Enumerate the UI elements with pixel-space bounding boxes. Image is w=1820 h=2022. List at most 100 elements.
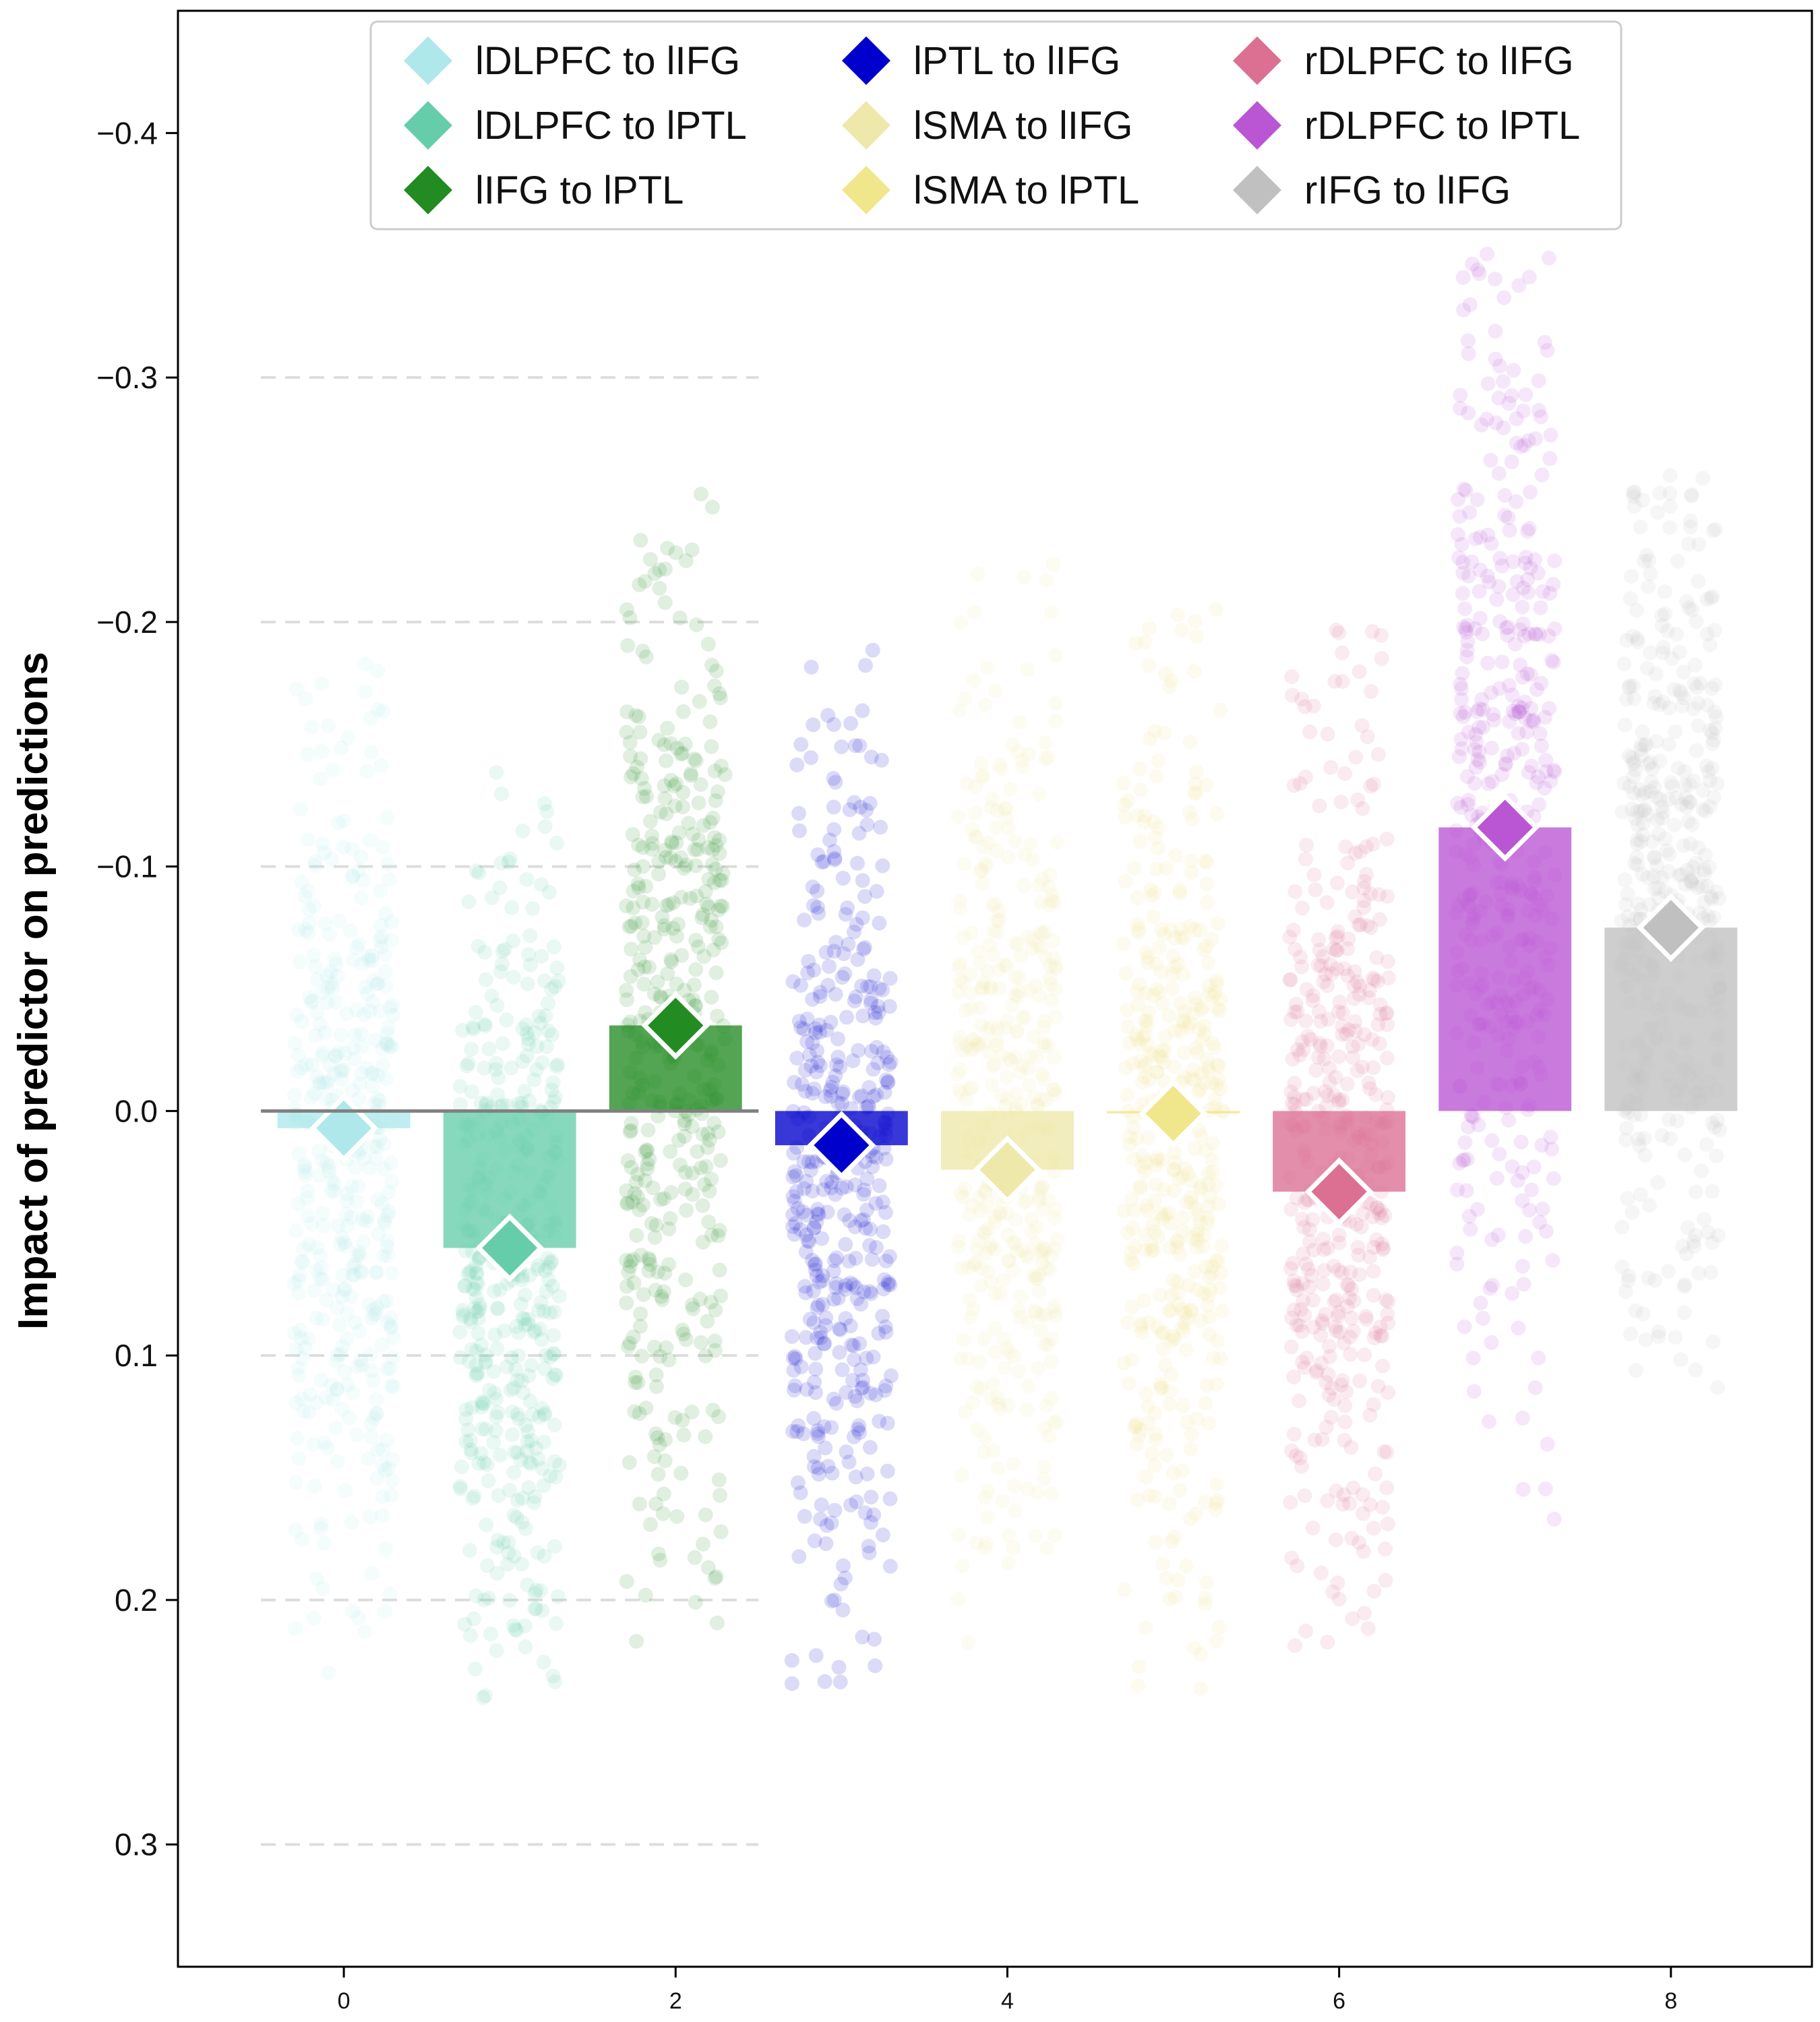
scatter-point [361,952,377,968]
scatter-point [367,1097,382,1111]
scatter-point [965,1032,980,1047]
scatter-point [338,1206,354,1222]
scatter-point [1684,487,1699,503]
scatter-point [1021,1250,1035,1265]
scatter-point [704,1171,719,1187]
scatter-point [1117,797,1132,813]
scatter-point [830,1095,846,1111]
scatter-point [1135,1148,1151,1164]
scatter-point [1136,1227,1152,1242]
scatter-point [635,789,650,805]
scatter-point [297,1157,313,1173]
scatter-point [1172,885,1188,900]
scatter-point [369,1471,385,1486]
scatter-point [1470,262,1486,278]
scatter-point [1137,1164,1153,1180]
scatter-point [541,1260,556,1275]
scatter-point [1292,1393,1307,1409]
scatter-point [452,1350,468,1366]
scatter-point [624,769,638,785]
scatter-point [876,1044,891,1060]
scatter-point [1505,1159,1520,1174]
scatter-point [631,837,646,853]
scatter-point [462,1433,478,1448]
scatter-point [1379,1050,1395,1066]
scatter-point [1137,1070,1153,1084]
scatter-point [1182,734,1198,749]
scatter-point [473,1446,489,1461]
scatter-point [1335,1027,1350,1042]
scatter-point [1315,949,1331,964]
scatter-point [1035,1179,1050,1194]
scatter-point [1547,553,1563,569]
scatter-point [337,1281,353,1296]
y-tick-label: −0.4 [96,115,158,150]
scatter-point [713,758,729,774]
scatter-point [1486,706,1500,722]
scatter-point [1345,1611,1360,1626]
scatter-point [962,1292,977,1308]
scatter-point [1184,1195,1199,1211]
scatter-point [878,1254,894,1268]
scatter-point [793,1020,809,1035]
scatter-point [861,1099,876,1115]
scatter-point [489,998,505,1013]
scatter-point [1006,1349,1022,1364]
scatter-point [785,1219,801,1234]
scatter-point [1126,1120,1141,1135]
scatter-point [847,924,861,940]
scatter-point [480,1558,495,1573]
scatter-point [1043,976,1058,991]
scatter-point [481,1473,496,1488]
scatter-point [501,855,516,870]
scatter-point [1015,1058,1031,1074]
scatter-point [1360,1621,1376,1636]
scatter-point [1314,1565,1329,1581]
scatter-point [866,1062,881,1077]
scatter-point [810,1423,825,1438]
scatter-point [385,998,400,1012]
scatter-point [1662,468,1678,483]
scatter-point [1695,470,1711,486]
scatter-point [519,871,535,887]
scatter-point [1008,936,1023,950]
scatter-point [1174,623,1189,638]
scatter-point [1035,1202,1051,1217]
scatter-point [810,1202,825,1217]
scatter-point [1141,658,1157,673]
scatter-point [976,1036,992,1051]
scatter-point [644,828,660,844]
scatter-point [490,1087,506,1103]
scatter-point [1008,834,1023,849]
scatter-point [379,1035,394,1050]
scatter-point [362,832,377,848]
scatter-point [844,1337,859,1353]
scatter-point [690,842,705,857]
scatter-point [1157,1182,1172,1198]
scatter-point [1154,1380,1170,1395]
scatter-point [526,1072,542,1088]
scatter-point [1212,1004,1227,1019]
scatter-point [1213,1280,1228,1295]
scatter-point [835,1362,850,1378]
scatter-point [1006,1263,1021,1279]
scatter-point [859,1351,874,1366]
scatter-point [1330,1575,1345,1591]
y-tick-label: 0.2 [115,1583,158,1618]
scatter-point [1185,1006,1201,1022]
scatter-point [1138,985,1153,1001]
scatter-point [819,1173,835,1189]
scatter-point [345,1603,361,1619]
scatter-point [466,1022,481,1037]
scatter-point [1164,1332,1180,1348]
scatter-point [648,1217,664,1233]
scatter-point [817,1674,832,1689]
scatter-point [1187,613,1203,629]
scatter-point [1154,1326,1169,1341]
scatter-point [370,976,386,991]
scatter-point [1707,623,1722,638]
scatter-point [805,880,820,894]
scatter-point [533,1295,549,1310]
scatter-point [468,1304,484,1320]
scatter-point [1201,1198,1216,1214]
